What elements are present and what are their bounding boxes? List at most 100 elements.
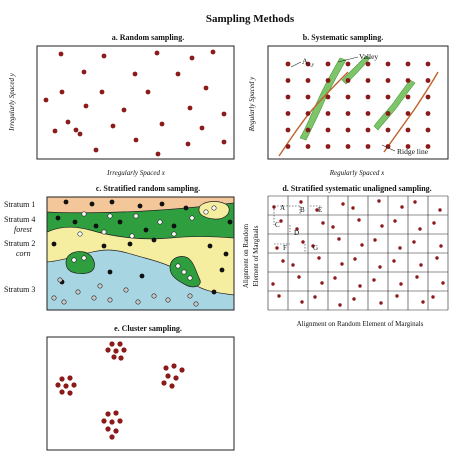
sample-point [203, 85, 209, 91]
sample-point [353, 257, 357, 261]
stratum-3-label: Stratum 3 [4, 285, 35, 294]
sample-point [333, 276, 337, 280]
sample-point [93, 147, 99, 153]
sample-point [285, 78, 291, 83]
sample-point-black [211, 289, 217, 295]
sample-point [325, 78, 331, 83]
sample-point-white [187, 275, 193, 281]
sample-point [385, 144, 391, 149]
sample-point [81, 69, 87, 75]
sample-point [365, 144, 371, 149]
point-label-e: E [318, 206, 322, 214]
sample-point [311, 244, 315, 248]
panel-c-frame [46, 196, 235, 311]
sample-point [52, 128, 58, 134]
sample-point-grey [135, 299, 141, 305]
sample-point [372, 278, 376, 282]
sample-point [58, 51, 64, 57]
point-label-c: C [275, 221, 280, 229]
point-label-b: B [300, 206, 305, 214]
sample-point [59, 389, 65, 395]
sample-point [275, 246, 279, 250]
sample-point [405, 127, 411, 133]
sample-point [337, 237, 341, 241]
panel-e-frame [46, 336, 235, 451]
sample-point [400, 205, 404, 209]
sample-point-white [107, 213, 113, 219]
sample-point-grey [57, 277, 63, 283]
sample-point [321, 221, 325, 225]
sample-point [110, 123, 116, 129]
sample-point [111, 354, 117, 360]
sample-point-black [117, 219, 123, 225]
sample-point [419, 263, 423, 267]
sample-point [65, 119, 71, 125]
sample-point [43, 97, 49, 103]
sample-point [165, 373, 171, 379]
panel-a-sample-points [43, 49, 227, 157]
sample-point-black [55, 215, 61, 221]
sample-point [405, 61, 411, 67]
sample-point [425, 127, 431, 133]
point-label-a: A [280, 204, 285, 212]
sample-point [285, 61, 291, 67]
sample-point [365, 94, 371, 100]
sample-point-black [107, 269, 113, 275]
sample-point [405, 111, 411, 116]
figure-title: Sampling Methods [206, 13, 295, 25]
sample-point [133, 137, 139, 143]
stratum-2-sub-label: corn [16, 249, 31, 258]
panel-b-systematic-sampling: b. Systematic sampling. Ax,y Valley Ridg… [248, 33, 449, 177]
sample-point [99, 89, 105, 95]
sample-point [105, 426, 111, 432]
sample-point [59, 376, 65, 382]
valley-label: Valley [359, 52, 378, 61]
stratum-4-label: Stratum 4 [4, 215, 35, 224]
sample-point [305, 78, 311, 83]
sample-point-black [159, 201, 165, 207]
sample-point [398, 246, 402, 250]
sample-point [285, 94, 291, 100]
sample-point [315, 208, 319, 212]
panel-d-grid [267, 195, 449, 311]
panel-e-title: e. Cluster sampling. [114, 324, 182, 333]
sample-point [331, 225, 335, 229]
ridge-line-label: Ridge line [397, 147, 429, 156]
stratum-1-label: Stratum 1 [4, 200, 35, 209]
sample-point [418, 227, 422, 231]
sample-point [431, 295, 435, 299]
sample-point [421, 300, 425, 304]
sample-point [59, 89, 65, 95]
panel-c-title: c. Stratified random sampling. [96, 184, 200, 193]
sample-point [189, 55, 195, 61]
sample-point [325, 61, 331, 67]
sample-point-black [127, 241, 133, 247]
sample-point-black [227, 219, 233, 225]
panel-d-point-labels: A B E C DF G [275, 204, 322, 252]
sample-point [277, 294, 281, 298]
sample-point [377, 199, 381, 203]
sample-point [338, 303, 342, 307]
sample-point [271, 282, 275, 286]
sample-point-black [51, 241, 57, 247]
sample-point [161, 380, 167, 386]
sample-point-grey [91, 295, 97, 301]
sample-point [297, 275, 301, 279]
sample-point-grey [75, 289, 81, 295]
sample-point [63, 383, 69, 389]
sample-point-black [183, 205, 189, 211]
sample-point-black [219, 267, 225, 273]
sample-point-black [72, 219, 78, 225]
sample-point [154, 50, 160, 56]
sample-point [341, 202, 345, 206]
panel-a-random-sampling: a. Random sampling. Irregularly Spaced y… [8, 33, 235, 177]
sample-point [145, 89, 151, 95]
sample-point [415, 275, 419, 279]
sample-point [340, 262, 344, 266]
sample-point [105, 411, 111, 417]
sample-point [118, 355, 124, 361]
sample-point [380, 224, 384, 228]
sample-point [179, 367, 185, 373]
sample-point [365, 78, 371, 83]
sample-point-grey [107, 297, 113, 303]
